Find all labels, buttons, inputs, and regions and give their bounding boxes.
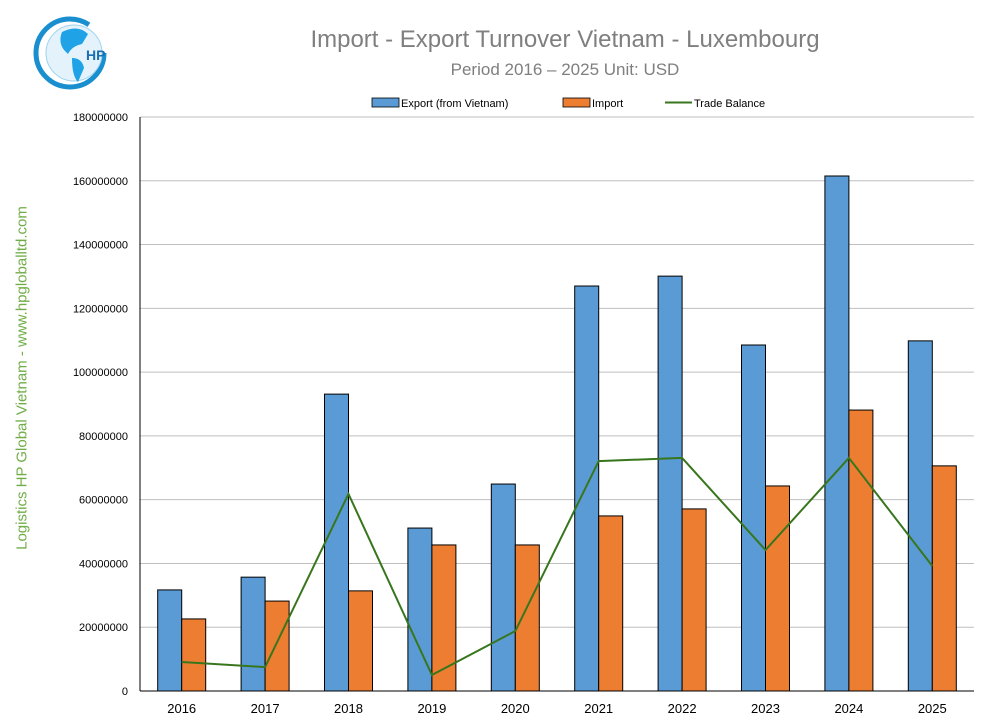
bar-import <box>348 590 373 692</box>
bar-import <box>931 465 957 692</box>
hp-global-logo: HP <box>28 10 116 96</box>
bar-export <box>157 589 183 692</box>
trade-balance-line <box>181 456 934 677</box>
y-tick-label: 100000000 <box>73 367 128 379</box>
chart-title: Import - Export Turnover Vietnam - Luxem… <box>310 26 820 53</box>
bar-export <box>657 275 683 692</box>
bar-export <box>574 285 600 692</box>
legend-swatch <box>371 97 400 108</box>
chart-subtitle: Period 2016 – 2025 Unit: USD <box>450 60 680 79</box>
x-tick-label: 2023 <box>751 701 780 716</box>
bar-export <box>324 393 349 692</box>
bar-import <box>681 508 707 692</box>
bar-export <box>824 175 850 692</box>
bar-export <box>741 344 766 692</box>
y-tick-label: 0 <box>122 686 128 698</box>
bar-export <box>407 527 433 692</box>
y-tick-label: 80000000 <box>79 431 128 443</box>
y-tick-label: 160000000 <box>73 176 128 188</box>
bar-import <box>848 409 874 692</box>
x-tick-label: 2021 <box>584 701 613 716</box>
bar-import <box>181 618 207 692</box>
bar-import <box>514 544 540 692</box>
bar-import <box>598 515 624 692</box>
y-tick-label: 40000000 <box>79 558 128 570</box>
bar-export <box>907 340 933 692</box>
svg-text:HP: HP <box>86 47 105 63</box>
x-tick-label: 2020 <box>501 701 530 716</box>
bar-import <box>264 600 290 692</box>
x-tick-label: 2019 <box>417 701 446 716</box>
bar-export <box>490 483 516 692</box>
bar-import <box>431 544 457 692</box>
x-tick-label: 2018 <box>334 701 363 716</box>
y-tick-label: 140000000 <box>73 240 128 252</box>
y-tick-label: 60000000 <box>79 495 128 507</box>
x-tick-label: 2025 <box>918 701 947 716</box>
legend-swatch <box>562 97 591 108</box>
legend-label: Trade Balance <box>694 98 765 110</box>
x-tick-label: 2016 <box>167 701 196 716</box>
y-tick-label: 20000000 <box>79 622 128 634</box>
bar-import <box>765 485 790 692</box>
x-tick-label: 2022 <box>668 701 697 716</box>
x-tick-label: 2017 <box>251 701 280 716</box>
legend-label: Import <box>592 98 623 110</box>
legend-label: Export (from Vietnam) <box>401 98 508 110</box>
bar-export <box>240 576 266 692</box>
y-tick-label: 180000000 <box>73 112 128 124</box>
y-tick-label: 120000000 <box>73 303 128 315</box>
x-tick-label: 2024 <box>834 701 863 716</box>
